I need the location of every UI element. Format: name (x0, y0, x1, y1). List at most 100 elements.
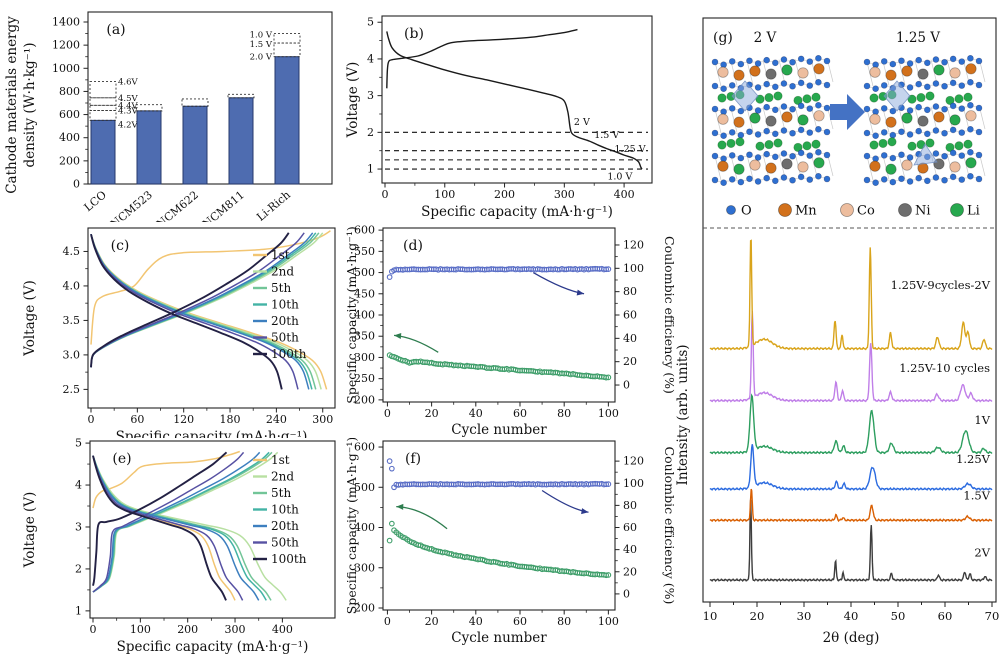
svg-text:450: 450 (354, 287, 375, 300)
xrd-label: 1V (974, 413, 990, 427)
svg-text:200: 200 (59, 154, 80, 167)
bar-step-NCM523 (135, 104, 163, 112)
svg-text:200: 200 (177, 623, 198, 636)
legend-label-10th: 10th (271, 503, 299, 517)
svg-text:120: 120 (173, 413, 194, 426)
transition-arrow-icon (830, 94, 865, 130)
f-panel-label: (f) (405, 451, 421, 467)
f-ylabel-right: Coulombic efficiency (%) (662, 447, 675, 605)
a-category-label: NCM622 (154, 188, 201, 222)
c-discharge-100th (90, 233, 283, 390)
d-capacity-point (603, 374, 610, 381)
annotation-arrow (532, 271, 585, 295)
e-discharge-2nd (92, 455, 287, 601)
svg-text:60: 60 (623, 521, 637, 534)
c-xlabel: Specific capacity (mA·h·g⁻¹) (116, 429, 308, 438)
e-xlabel: Specific capacity (mA·h·g⁻¹) (117, 639, 309, 655)
panel-a-plot: 0 200 400 600 800 1000 1200 1400 Cathode materia… (4, 11, 333, 222)
panel-b-voltage-capacity-chart: 0 100 200 300 400 1 2 3 4 5 Specific capacity (mA·… (345, 15, 653, 220)
xrd-pattern-2V (709, 499, 993, 583)
svg-text:350: 350 (354, 330, 375, 343)
g-ylabel: Intensity (arb. units) (675, 344, 691, 485)
legend-label-20th: 20th (271, 314, 299, 328)
f-efficiency-point (388, 465, 395, 472)
e-charge-20th (92, 451, 261, 593)
xrd-label: 1.25V (956, 452, 991, 466)
f-capacity-point (603, 572, 610, 579)
panel-c-plot: 0 60 120 180 240 300 2.5 3.0 3.5 4.0 4.5 Specific c… (22, 227, 336, 438)
e-charge-10th (92, 451, 270, 593)
svg-text:1400: 1400 (52, 16, 80, 29)
bar-step-NCM622 (181, 98, 209, 107)
g-panel-label: (g) (713, 30, 733, 46)
svg-text:550: 550 (354, 245, 375, 258)
panel-b-plot: 0 100 200 300 400 1 2 3 4 5 Specific capacity (mA·… (345, 15, 653, 220)
panel-c-cycle-voltage-chart: 0 60 120 180 240 300 2.5 3.0 3.5 4.0 4.5 Specific c… (22, 227, 336, 438)
panel-d-cycling-stability-chart: 0 20 40 60 80 100 200 250 300 350 400 450 500 550 600 0… (345, 224, 675, 438)
voltage-cutoff-label: 1.5 V (594, 130, 619, 141)
svg-text:400: 400 (354, 309, 375, 322)
panel-f-plot: 0 20 40 60 80 100 200 300 400 500 600 0 20 40 60 80 100 1… (345, 438, 675, 646)
bar-step-NCM811 (227, 93, 255, 99)
axes-frame (87, 227, 336, 409)
legend-label-100th: 100th (271, 347, 307, 361)
b-panel-label: (b) (404, 26, 424, 42)
svg-text:100: 100 (598, 407, 619, 420)
svg-text:2.5: 2.5 (63, 383, 81, 396)
e-charge-100th (92, 451, 228, 586)
svg-text:600: 600 (59, 108, 80, 121)
svg-text:4.4V: 4.4V (118, 101, 139, 111)
panel-d-plot: 0 20 40 60 80 100 200 250 300 350 400 450 500 550 600 0… (345, 224, 675, 438)
f-efficiency-point (605, 481, 612, 487)
svg-text:200: 200 (354, 393, 375, 406)
a-ylabel: Cathode materials energy (4, 16, 20, 194)
svg-text:120: 120 (623, 238, 644, 251)
svg-text:2: 2 (367, 126, 374, 139)
annotation-arrow (541, 489, 589, 513)
svg-text:10: 10 (703, 609, 718, 623)
bar-NCM811 (228, 97, 254, 185)
svg-text:600: 600 (354, 441, 375, 454)
svg-text:200: 200 (494, 188, 515, 201)
panel-a-bar-chart: 0 200 400 600 800 1000 1200 1400 Cathode materia… (4, 11, 333, 222)
svg-text:1.5 V: 1.5 V (250, 40, 273, 50)
svg-text:40: 40 (623, 332, 637, 345)
d-efficiency-point (605, 266, 612, 272)
svg-text:80: 80 (557, 615, 571, 628)
axes-frame (89, 440, 336, 619)
atom-legend: O Mn Co Ni Li (726, 203, 980, 219)
e-charge-1st (92, 450, 241, 509)
e-ylabel: Voltage (V) (22, 492, 38, 569)
svg-text:250: 250 (354, 372, 375, 385)
e-discharge-100th (92, 455, 227, 601)
svg-text:80: 80 (623, 285, 637, 298)
e-discharge-50th (92, 455, 244, 601)
bar-step-LCO (89, 104, 117, 111)
xrd-pattern-1.5V (709, 488, 993, 523)
svg-text:0: 0 (382, 188, 389, 201)
d-panel-label: (d) (403, 238, 423, 254)
atom-label-Mn: Mn (795, 204, 817, 219)
legend-label-2nd: 2nd (271, 265, 294, 279)
xrd-label: 2V (974, 546, 990, 560)
svg-text:4.3V: 4.3V (118, 107, 139, 117)
legend-label-100th: 100th (271, 552, 307, 566)
svg-text:20: 20 (623, 565, 637, 578)
f-efficiency-point (386, 458, 393, 464)
voltage-cutoff-label: 2 V (574, 117, 590, 128)
legend-label-1st: 1st (271, 453, 290, 467)
svg-text:400: 400 (354, 521, 375, 534)
d-capacity-point (605, 374, 612, 381)
svg-text:80: 80 (557, 407, 571, 420)
svg-text:3: 3 (75, 520, 82, 533)
panel-e-plot: 0 100 200 300 400 1 2 3 4 5 Specific capacity (mA·… (22, 438, 336, 655)
polyhedron (883, 80, 911, 112)
voltage-cutoff-label: 1.0 V (607, 171, 632, 182)
polyhedron-tetra (913, 143, 938, 166)
atom-label-Co: Co (857, 204, 875, 219)
axes-frame (382, 440, 616, 611)
svg-text:240: 240 (266, 413, 287, 426)
d-efficiency-point (603, 266, 610, 273)
atom-label-Ni: Ni (915, 204, 931, 219)
atom-label-O: O (741, 204, 752, 219)
